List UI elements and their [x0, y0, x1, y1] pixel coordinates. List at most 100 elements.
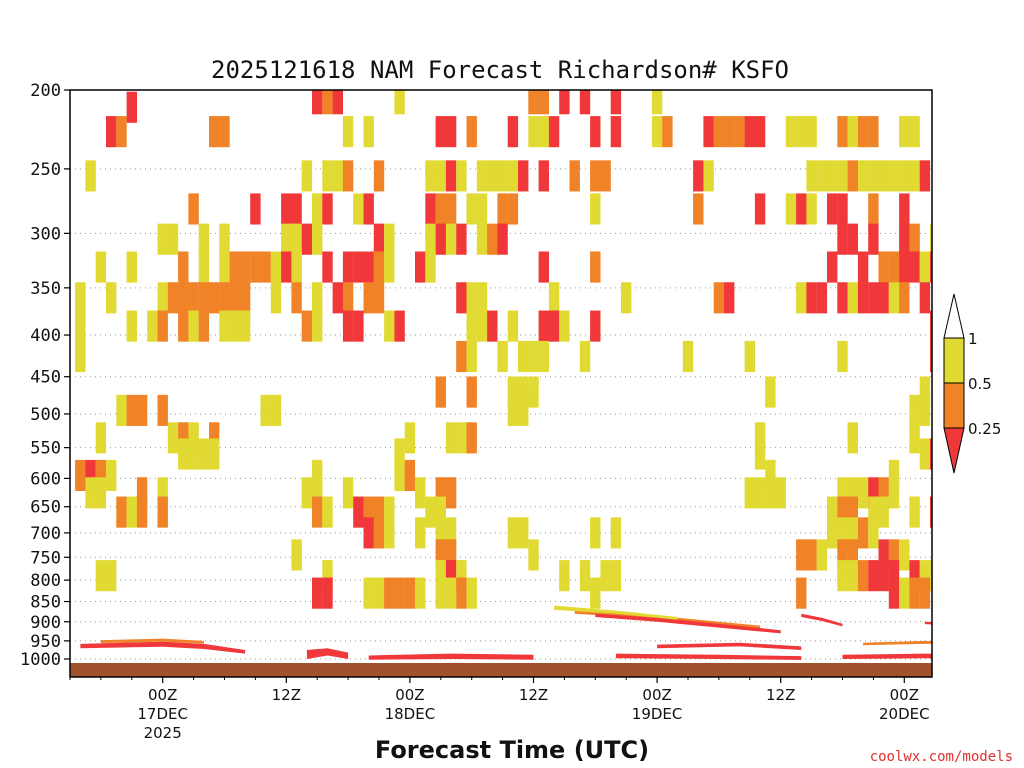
ri-cell	[775, 477, 786, 509]
ri-cell	[75, 340, 86, 373]
ri-cell	[878, 560, 889, 592]
ri-cell	[198, 251, 210, 283]
ri-cell	[847, 160, 858, 192]
ri-cell	[342, 251, 354, 283]
ri-cell	[476, 223, 488, 255]
ri-cell	[363, 251, 374, 283]
ri-cell	[579, 340, 591, 373]
ri-cell	[982, 83, 992, 114]
ri-cell	[888, 459, 900, 492]
ri-cell	[445, 193, 457, 225]
ri-cell	[116, 496, 127, 528]
ri-cell	[847, 560, 858, 592]
ri-cell	[497, 223, 508, 255]
ri-cell	[744, 477, 755, 509]
ri-cell	[857, 251, 869, 283]
ri-cell	[951, 224, 961, 255]
ri-cell	[806, 282, 817, 314]
ri-cell	[951, 497, 961, 528]
ri-cell	[538, 116, 549, 148]
ri-cell	[445, 422, 457, 454]
ri-cell	[909, 422, 920, 454]
ri-cell	[518, 517, 529, 549]
ri-cell	[466, 422, 477, 454]
ri-cell	[136, 496, 148, 528]
ri-cell	[229, 310, 240, 342]
ri-cell	[754, 438, 766, 470]
ri-cell	[435, 496, 446, 528]
ri-cell	[538, 160, 549, 192]
ri-cell	[837, 496, 848, 528]
ri-cell	[847, 496, 858, 528]
ri-cell	[796, 116, 807, 148]
ri-cell	[765, 459, 776, 492]
ri-cell	[888, 251, 900, 283]
ri-cell	[157, 223, 168, 255]
ri-cell	[857, 282, 869, 314]
ri-cell	[528, 376, 539, 408]
ri-cell	[301, 477, 313, 509]
chart-title: 2025121618 NAM Forecast Richardson# KSFO	[211, 56, 789, 84]
ri-cell	[95, 477, 107, 509]
ri-cell	[868, 560, 879, 592]
colorbar-label: 0.25	[968, 420, 1001, 438]
ri-cell	[198, 223, 210, 255]
ri-cell	[837, 160, 848, 192]
ri-cell	[219, 282, 230, 314]
ri-cell	[394, 438, 405, 470]
ri-cell	[466, 340, 477, 373]
ri-cell	[868, 496, 879, 528]
y-tick-label: 300	[30, 224, 61, 244]
ri-cell	[445, 116, 457, 148]
ri-cell	[270, 394, 282, 426]
ri-cell	[394, 577, 405, 609]
ri-cell	[312, 477, 323, 509]
ri-cell	[116, 394, 127, 426]
ri-cell	[167, 223, 179, 255]
ri-cell	[857, 160, 869, 192]
ri-cell	[301, 160, 313, 192]
ri-cell	[693, 160, 704, 192]
ri-cell	[878, 282, 889, 314]
ri-cell	[178, 310, 189, 342]
ri-cell	[136, 394, 148, 426]
ri-cell	[219, 310, 230, 342]
ri-cell	[487, 223, 498, 255]
ri-band-layer-day4-low	[863, 640, 932, 646]
ri-cell	[363, 496, 374, 528]
ri-cell	[188, 438, 199, 470]
ri-cell	[435, 376, 446, 408]
ri-cell	[610, 560, 622, 592]
ri-cell	[291, 251, 302, 283]
ri-cell	[507, 310, 519, 342]
ri-cell	[590, 310, 601, 342]
ri-cell	[559, 90, 570, 115]
y-tick-label: 600	[30, 469, 61, 489]
ri-cell	[415, 577, 426, 609]
ri-cell	[384, 577, 395, 609]
plot-frame	[69, 89, 933, 678]
ri-cell	[827, 160, 838, 192]
ri-cell	[312, 193, 323, 225]
ri-cell	[590, 116, 601, 148]
y-tick-label: 350	[30, 279, 61, 299]
ri-cell	[538, 90, 549, 115]
ri-cell	[116, 116, 127, 148]
ri-cell	[579, 560, 591, 592]
ri-cell	[796, 193, 807, 225]
ri-cell	[425, 193, 436, 225]
ri-cell	[291, 282, 302, 314]
ri-cell	[415, 251, 426, 283]
ri-cell	[847, 517, 858, 549]
ri-band-upper-layer-day4	[801, 613, 843, 627]
ri-cell	[940, 578, 950, 609]
ri-cell	[487, 310, 498, 342]
ri-cell	[930, 340, 932, 373]
y-tick-label: 750	[30, 548, 61, 568]
y-tick-label: 900	[30, 613, 61, 633]
ri-cell	[342, 310, 354, 342]
ri-cell	[548, 282, 560, 314]
ri-cell	[373, 577, 385, 609]
ri-cell	[75, 459, 86, 492]
